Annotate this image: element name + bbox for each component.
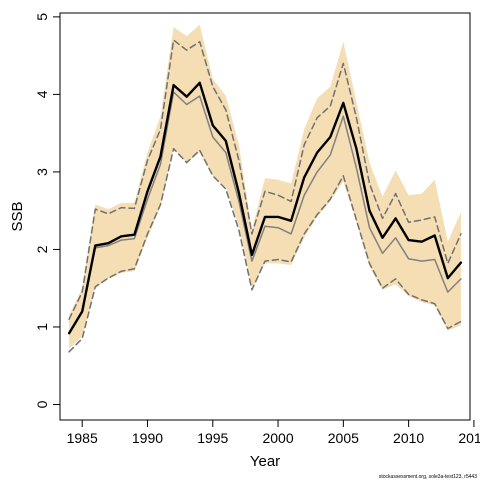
x-tick-label: 2005	[328, 430, 359, 446]
confidence-band-layer	[69, 24, 461, 349]
x-tick-label: 2015	[458, 430, 480, 446]
y-tick-label: 1	[34, 323, 50, 331]
series-line-3	[68, 147, 462, 353]
y-tick-label: 2	[34, 245, 50, 253]
y-axis-title: SSB	[9, 201, 26, 231]
y-tick-label: 4	[34, 90, 50, 98]
series-layer	[67, 39, 463, 353]
x-tick-label: 1985	[67, 430, 98, 446]
y-tick-label: 5	[34, 13, 50, 21]
plot-frame	[59, 12, 471, 421]
x-tick-label: 2010	[393, 430, 424, 446]
series-line-4	[68, 39, 462, 320]
y-axis: 0 1 2 3 4 5	[34, 13, 60, 408]
x-axis: 1985 1990 1995 2000 2005 2010 2015	[67, 420, 480, 446]
x-tick-label: 1990	[132, 430, 163, 446]
series-line-1	[67, 81, 463, 335]
series-line-2	[68, 91, 462, 334]
x-tick-label: 1995	[197, 430, 228, 446]
y-tick-label: 0	[34, 400, 50, 408]
x-tick-label: 2000	[262, 430, 293, 446]
footer-note: stockassessment.org, sole3a-test123, r54…	[379, 474, 477, 480]
y-tick-label: 3	[34, 168, 50, 176]
confidence-band	[69, 24, 461, 349]
x-axis-title: Year	[250, 453, 280, 470]
